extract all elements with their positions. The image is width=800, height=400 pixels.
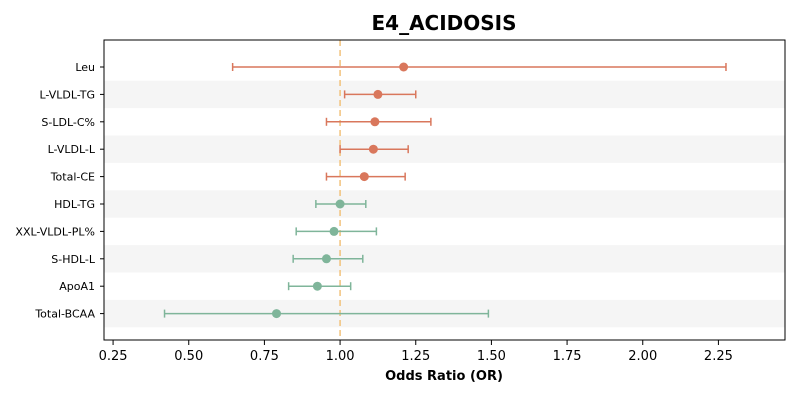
row-label: Total-BCAA <box>34 308 95 321</box>
row-label: L-VLDL-L <box>48 143 96 156</box>
x-tick-label: 1.50 <box>477 349 506 364</box>
x-tick-label: 2.25 <box>704 349 733 364</box>
odds-ratio-point <box>399 62 409 72</box>
forest-row: L-VLDL-TG <box>39 88 417 101</box>
row-label: Total-CE <box>50 171 95 184</box>
row-label: S-LDL-C% <box>41 116 95 129</box>
rows: Leu L-VLDL-TG S-LDL-C% L-VLDL-L Total-CE HDL-… <box>15 61 727 321</box>
forest-row: XXL-VLDL-PL% <box>15 225 378 238</box>
x-tick-label: 2.00 <box>628 349 657 364</box>
x-tick-label: 1.75 <box>553 349 582 364</box>
x-axis-label: Odds Ratio (OR) <box>385 369 503 384</box>
x-tick-label: 0.75 <box>250 349 279 364</box>
row-band <box>104 190 785 218</box>
row-label: XXL-VLDL-PL% <box>15 225 95 238</box>
forest-row: Total-CE <box>50 171 406 184</box>
odds-ratio-point <box>272 309 282 319</box>
forest-row: S-LDL-C% <box>41 116 432 129</box>
forest-row: ApoA1 <box>59 280 352 293</box>
x-axis: 0.25 0.50 0.75 1.00 1.25 1.50 1.75 2.00 2.25 <box>99 340 733 364</box>
odds-ratio-point <box>321 254 331 264</box>
forest-row: HDL-TG <box>54 198 367 211</box>
odds-ratio-point <box>370 117 380 127</box>
odds-ratio-point <box>368 144 378 154</box>
x-tick-label: 0.25 <box>99 349 128 364</box>
row-label: L-VLDL-TG <box>39 88 95 101</box>
x-tick-label: 1.00 <box>326 349 355 364</box>
x-tick-label: 1.25 <box>401 349 430 364</box>
odds-ratio-point <box>359 172 369 182</box>
forest-row: Total-BCAA <box>34 308 490 321</box>
row-label: S-HDL-L <box>51 253 96 266</box>
forest-row: L-VLDL-L <box>48 143 409 156</box>
row-bands <box>104 80 785 328</box>
odds-ratio-point <box>329 226 339 236</box>
row-label: HDL-TG <box>54 198 95 211</box>
forest-row: Leu <box>75 61 727 74</box>
row-band <box>104 245 785 273</box>
odds-ratio-point <box>373 89 383 99</box>
chart-title: E4_ACIDOSIS <box>371 11 516 35</box>
row-label: ApoA1 <box>59 280 95 293</box>
plot-frame <box>103 39 786 341</box>
forest-row: S-HDL-L <box>51 253 364 266</box>
row-band <box>104 135 785 163</box>
row-band <box>104 80 785 109</box>
x-tick-label: 0.50 <box>174 349 203 364</box>
row-label: Leu <box>75 61 95 74</box>
odds-ratio-point <box>335 199 345 209</box>
odds-ratio-point <box>312 281 322 291</box>
